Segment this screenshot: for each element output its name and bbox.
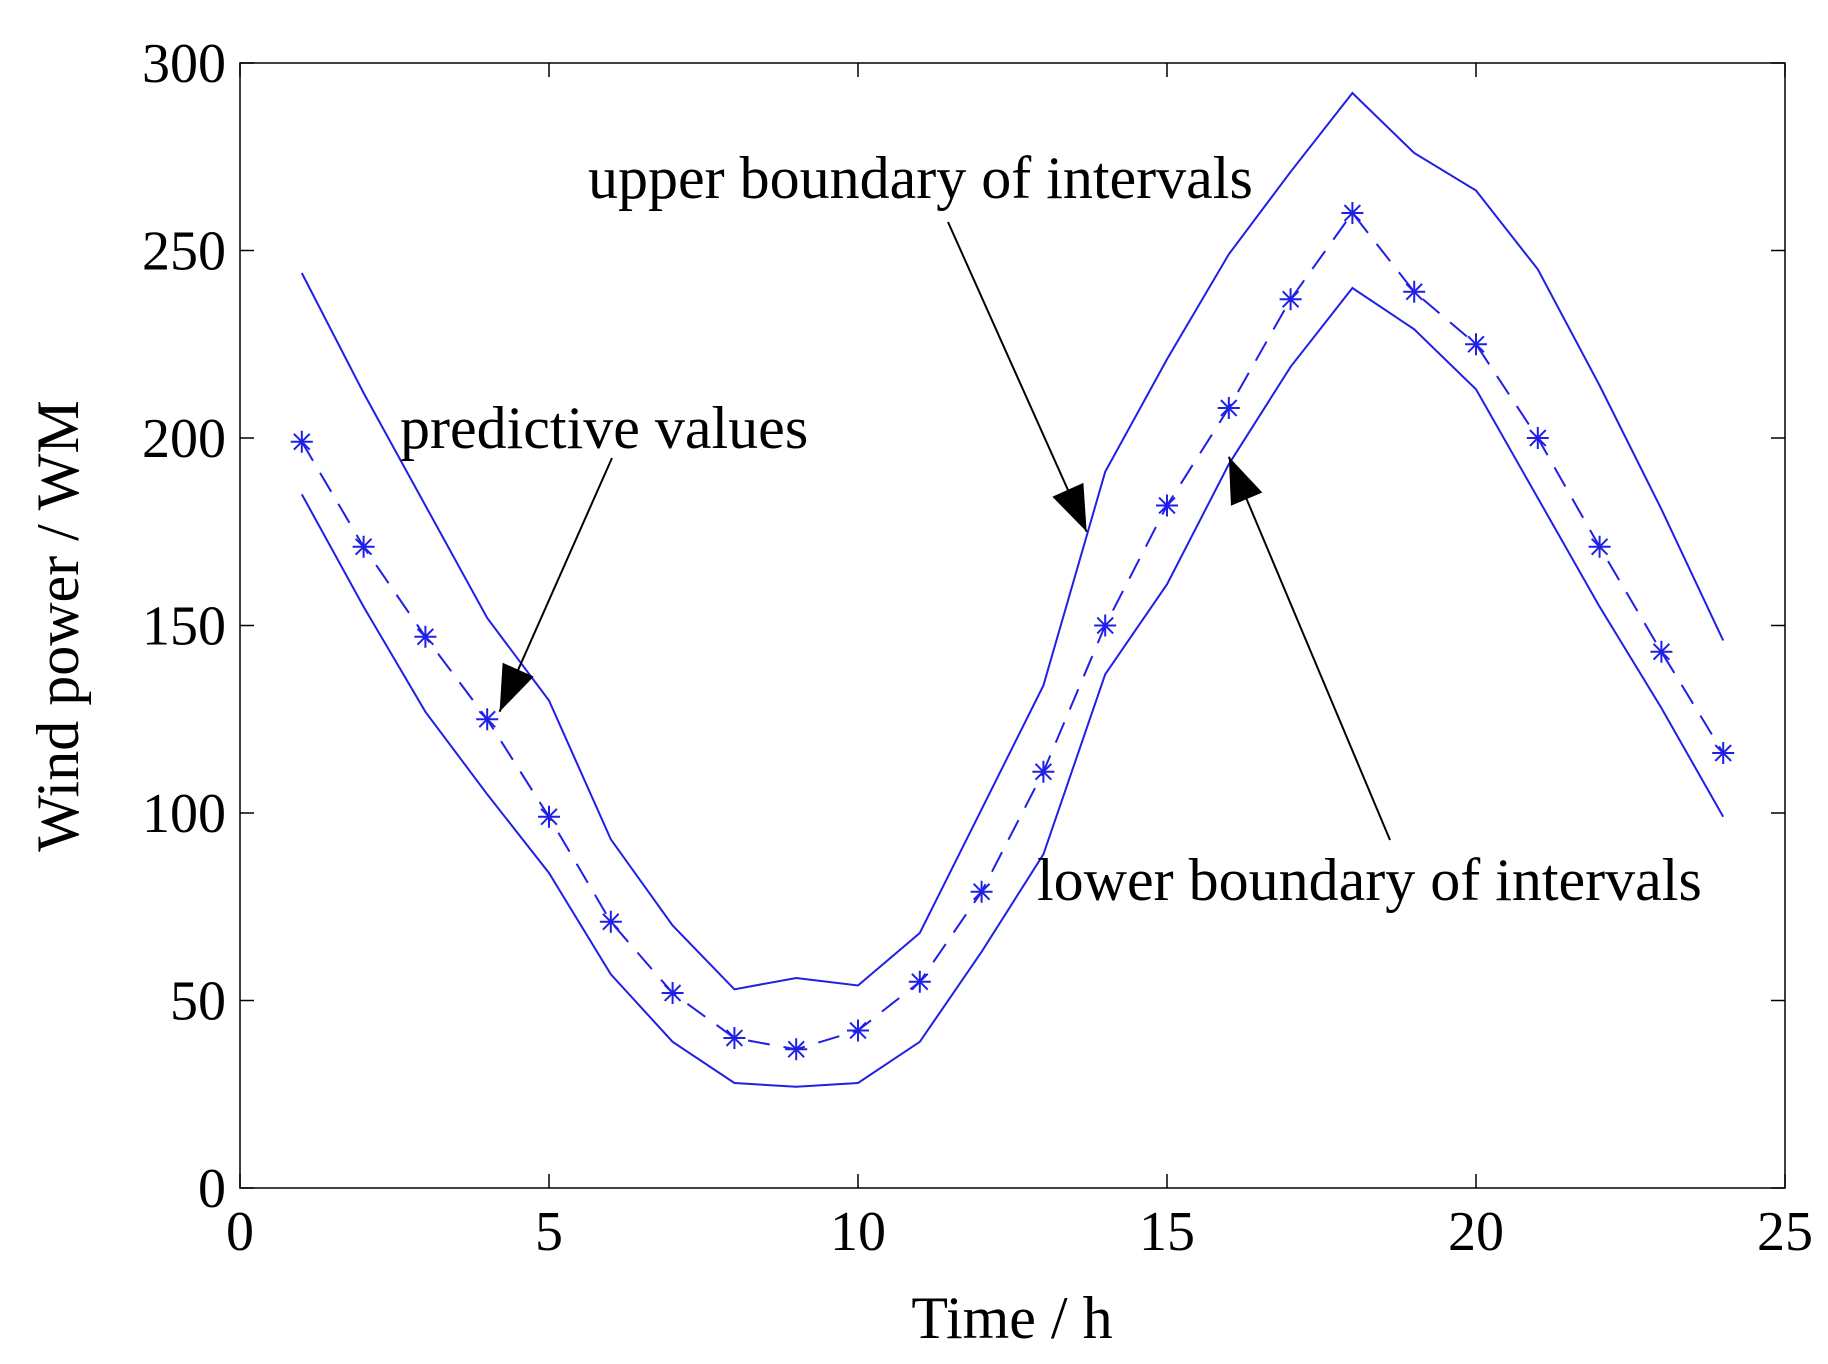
y-tick-label: 150 — [142, 596, 226, 658]
y-tick-label: 50 — [170, 971, 226, 1033]
data-point-marker — [723, 1027, 746, 1049]
data-point-marker — [785, 1038, 808, 1061]
data-point-marker — [1588, 535, 1611, 558]
series-layer — [290, 91, 1735, 1088]
data-point-marker — [538, 805, 560, 828]
annotation-arrow-line — [947, 221, 1088, 533]
data-point-marker — [476, 708, 499, 731]
data-point-marker — [1341, 202, 1364, 224]
data-point-marker — [1526, 427, 1549, 449]
data-point-marker — [1465, 333, 1487, 356]
data-point-marker — [352, 535, 375, 558]
data-point-marker — [1650, 640, 1673, 663]
data-point-marker — [1032, 760, 1055, 783]
y-tick-label: 200 — [142, 408, 226, 470]
x-tick-label: 0 — [226, 1201, 254, 1263]
series-line-lower-boundary-of-intervals — [300, 286, 1725, 1088]
data-point-marker — [599, 910, 622, 933]
x-axis-label: Time / h — [911, 1285, 1112, 1351]
data-point-marker — [661, 982, 684, 1004]
data-point-marker — [414, 625, 437, 648]
data-point-marker — [970, 880, 993, 903]
annotation-label: lower boundary of intervals — [1037, 847, 1702, 913]
x-tick-label: 15 — [1139, 1201, 1195, 1263]
x-tick-label: 25 — [1757, 1201, 1813, 1263]
data-point-marker — [290, 430, 313, 453]
annotation-arrow-line — [498, 457, 613, 713]
annotation-arrowhead — [499, 662, 534, 712]
data-point-marker — [1279, 288, 1302, 311]
series-line-upper-boundary-of-intervals — [300, 91, 1725, 991]
data-point-marker — [847, 1019, 869, 1042]
x-tick-label: 10 — [830, 1201, 886, 1263]
data-point-marker — [908, 970, 931, 993]
annotation-label: upper boundary of intervals — [588, 145, 1253, 211]
x-tick-label: 20 — [1448, 1201, 1504, 1263]
annotation-arrowhead — [1052, 482, 1087, 532]
y-tick-label: 0 — [198, 1158, 226, 1220]
y-tick-label: 250 — [142, 221, 226, 283]
y-axis-label: Wind power / WM — [25, 400, 91, 851]
annotation-arrowhead — [1228, 456, 1263, 506]
plot-area — [239, 62, 1786, 1189]
series-line-predictive-values — [300, 211, 1725, 1051]
axes-frame — [239, 62, 1786, 1189]
annotation-label: predictive values — [400, 395, 808, 461]
y-tick-label: 300 — [142, 33, 226, 95]
x-tick-label: 5 — [535, 1201, 563, 1263]
annotations: upper boundary of intervals predictive va… — [400, 145, 1702, 913]
data-point-marker — [1403, 280, 1426, 303]
data-point-marker — [1094, 614, 1117, 637]
data-point-marker — [1712, 742, 1735, 764]
annotation-arrow-line — [1227, 456, 1391, 841]
data-point-marker — [1156, 494, 1178, 517]
data-point-marker — [1217, 397, 1240, 419]
y-tick-label: 100 — [142, 783, 226, 845]
